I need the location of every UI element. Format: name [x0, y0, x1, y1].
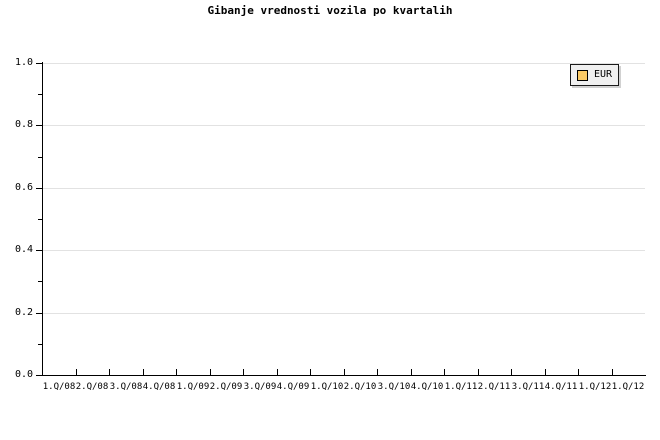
- y-axis-label: 0.8: [14, 119, 33, 131]
- gridline-y: [42, 250, 645, 252]
- x-tick: [109, 369, 110, 375]
- y-tick-minor: [38, 94, 42, 96]
- x-axis-label: 3.Q/08: [109, 382, 143, 392]
- x-axis-label: 3.Q/10: [377, 382, 411, 392]
- x-axis-label: 1.Q/08: [42, 382, 76, 392]
- y-tick-minor: [38, 219, 42, 220]
- x-tick: [76, 369, 77, 375]
- gridline-y: [42, 63, 645, 64]
- x-tick: [143, 369, 144, 375]
- y-tick-major: [36, 187, 42, 189]
- x-axis-label: 2.Q/09: [209, 382, 243, 392]
- x-axis-label: 4.Q/08: [142, 382, 176, 392]
- gridline-y: [42, 125, 645, 127]
- x-axis-label: 1.Q/10: [310, 382, 344, 392]
- y-tick-major: [36, 312, 42, 314]
- y-tick-major: [36, 125, 42, 127]
- x-tick: [344, 369, 345, 375]
- y-axis-label: 0.2: [14, 306, 33, 318]
- y-axis-line: [42, 62, 43, 376]
- x-axis-label: 1.Q/12: [578, 382, 612, 392]
- x-axis-label: 2.Q/10: [343, 382, 377, 392]
- x-axis-label: 3.Q/11: [511, 382, 545, 392]
- legend-swatch-eur-icon: [577, 69, 588, 81]
- x-axis-label: 2.Q/08: [75, 382, 109, 392]
- y-tick-major: [36, 375, 42, 376]
- x-tick: [511, 369, 512, 375]
- x-tick: [578, 369, 579, 375]
- y-axis-label: 0.4: [14, 244, 33, 256]
- x-tick: [176, 369, 177, 375]
- y-axis-label: 1.0: [14, 57, 33, 68]
- y-tick-major: [36, 63, 42, 64]
- x-axis-label: 4.Q/10: [410, 382, 444, 392]
- y-tick-minor: [38, 343, 42, 345]
- x-tick: [210, 369, 211, 375]
- legend-label-eur: EUR: [594, 69, 613, 80]
- x-tick: [411, 369, 412, 375]
- x-axis-label: 4.Q/09: [276, 382, 310, 392]
- x-axis-label: 2.Q/11: [477, 382, 511, 392]
- y-axis-label: 0.6: [14, 181, 33, 193]
- plot-area: [42, 63, 645, 375]
- x-axis-label: 3.Q/09: [243, 382, 277, 392]
- x-axis-label: 1.Q/09: [176, 382, 210, 392]
- chart-legend[interactable]: EUR: [570, 64, 620, 86]
- y-tick-minor: [38, 156, 42, 158]
- x-tick: [545, 369, 546, 375]
- x-axis-label: 4.Q/11: [544, 382, 578, 392]
- x-tick: [377, 369, 378, 375]
- gridline-y: [42, 312, 645, 314]
- x-tick: [243, 369, 244, 375]
- x-tick: [277, 369, 278, 375]
- gridline-y: [42, 187, 645, 189]
- y-tick-major: [36, 250, 42, 252]
- y-axis-label: 0.0: [14, 369, 33, 380]
- x-axis-label: 1.Q/12: [611, 382, 645, 392]
- x-tick: [310, 369, 311, 375]
- x-tick: [42, 369, 43, 375]
- y-tick-minor: [38, 281, 42, 283]
- x-tick: [612, 369, 613, 375]
- x-axis-label: 1.Q/11: [444, 382, 478, 392]
- x-axis-line: [42, 375, 646, 376]
- x-tick: [444, 369, 445, 375]
- chart-title: Gibanje vrednosti vozila po kvartalih: [207, 4, 453, 17]
- x-tick: [478, 369, 479, 375]
